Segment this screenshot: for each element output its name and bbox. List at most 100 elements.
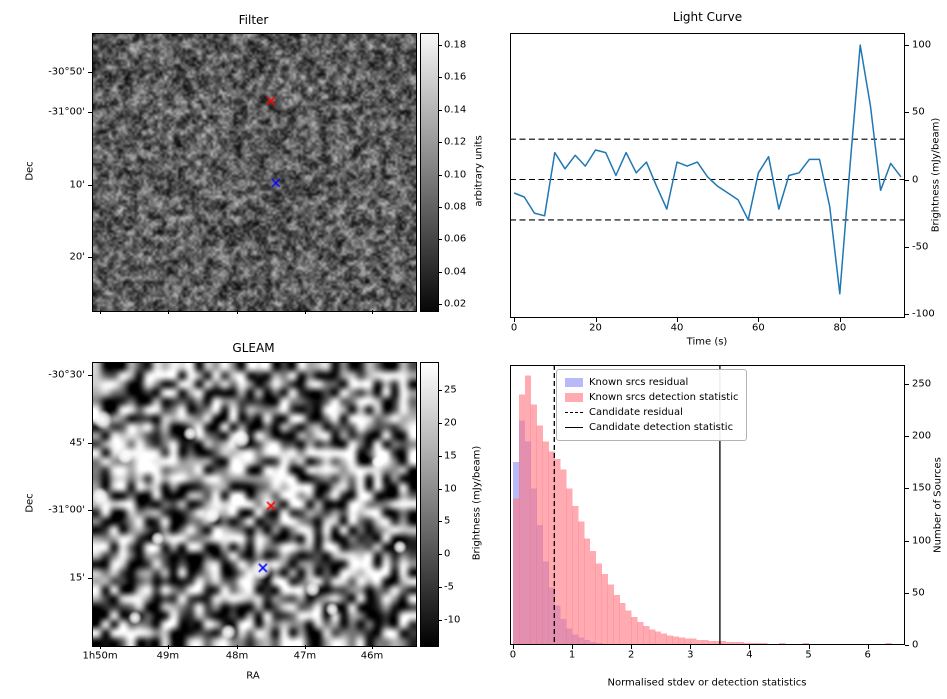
legend-item: Known srcs detection statistic [565, 391, 738, 404]
tick-mark [100, 310, 102, 314]
filter-cbtick-label: 0.10 [444, 169, 467, 181]
tick-mark [512, 645, 514, 649]
light-curve-plot [510, 33, 905, 318]
gleam-cbtick-label: 25 [444, 384, 457, 396]
filter-ytick-label: -30°50' [48, 66, 85, 78]
hist-ytick-label: 250 [912, 378, 932, 390]
histogram-ylabel: Number of Sources [932, 457, 944, 553]
hist-xtick-label: 5 [805, 649, 812, 661]
tick-mark [438, 304, 442, 306]
legend-item: Candidate detection statistic [565, 421, 738, 434]
tick-mark [438, 521, 442, 523]
lc-ytick-label: 0 [912, 174, 919, 186]
tick-mark [88, 111, 92, 113]
gleam-xlabel: RA [246, 670, 260, 682]
light-curve-ylabel: Brightness (mJy/beam) [930, 117, 942, 233]
hist-ytick-label: 50 [912, 587, 925, 599]
tick-mark [867, 645, 869, 649]
tick-mark [905, 45, 909, 47]
tick-mark [572, 645, 574, 649]
gleam-ytick-label: -31°00' [48, 504, 85, 516]
gleam-cbtick-label: 20 [444, 417, 457, 429]
gleam-xtick-label: 48m [225, 650, 249, 662]
gleam-cbtick-label: -10 [444, 614, 461, 626]
tick-mark [438, 109, 442, 111]
hist-ytick-label: 200 [912, 430, 932, 442]
tick-mark [514, 318, 516, 322]
tick-mark [905, 179, 909, 181]
tick-mark [438, 488, 442, 490]
legend-label: Known srcs residual [589, 377, 689, 388]
lc-xtick-label: 80 [833, 322, 847, 334]
tick-mark [676, 318, 678, 322]
tick-mark [304, 310, 306, 314]
tick-mark [88, 510, 92, 511]
gleam-ylabel: Dec [24, 493, 36, 513]
legend-label: Candidate detection statistic [589, 422, 734, 433]
filter-cbtick-label: 0.12 [444, 136, 467, 148]
tick-mark [438, 586, 442, 588]
legend-line-swatch [565, 412, 583, 413]
lc-xtick-label: 20 [589, 322, 602, 334]
filter-cbtick-label: 0.16 [444, 71, 467, 83]
filter-colorbar [420, 33, 439, 312]
filter-cbtick-label: 0.06 [444, 233, 467, 245]
legend: Known srcs residual Known srcs detection … [556, 369, 748, 441]
hist-xtick-label: 6 [864, 649, 871, 661]
hist-ytick-label: 100 [912, 535, 932, 547]
gleam-cbtick-label: 5 [444, 515, 451, 527]
tick-mark [808, 645, 810, 649]
tick-mark [88, 256, 92, 258]
hist-xtick-label: 2 [628, 649, 635, 661]
gleam-xtick-label: 1h50m [82, 650, 118, 662]
tick-mark [758, 318, 760, 322]
gleam-cbtick-label: 10 [444, 483, 457, 494]
legend-patch-swatch [565, 393, 583, 402]
tick-mark [905, 645, 909, 646]
filter-cbtick-label: 0.14 [444, 104, 467, 116]
filter-colorbar-label: arbitrary units [473, 135, 485, 207]
gleam-xtick-label: 46m [360, 650, 384, 662]
filter-cbtick-label: 0.04 [444, 266, 467, 278]
hist-xtick-label: 4 [746, 649, 753, 661]
gleam-image [92, 362, 417, 647]
axes-frame [510, 365, 905, 645]
tick-mark [905, 112, 909, 114]
tick-mark [88, 577, 92, 579]
tick-mark [372, 645, 374, 649]
histogram-xlabel: Normalised stdev or detection statistics [607, 677, 807, 689]
legend-item: Known srcs residual [565, 376, 738, 389]
hist-xtick-label: 3 [687, 649, 694, 661]
filter-title: Filter [238, 13, 269, 27]
tick-mark [905, 436, 909, 438]
legend-line-swatch [565, 427, 583, 428]
tick-mark [905, 246, 909, 248]
axes-frame [510, 33, 905, 318]
tick-mark [905, 313, 909, 315]
legend-label: Known srcs detection statistic [589, 392, 739, 403]
gleam-ytick-label: 45' [69, 437, 85, 449]
tick-mark [438, 174, 442, 176]
tick-mark [237, 310, 239, 314]
hist-ytick-label: 150 [912, 482, 932, 494]
tick-mark [88, 72, 92, 74]
tick-mark [88, 442, 92, 444]
tick-mark [88, 375, 92, 377]
tick-mark [690, 645, 692, 649]
legend-patch-swatch [565, 378, 583, 387]
tick-mark [438, 239, 442, 241]
gleam-cbtick-label: 15 [444, 450, 457, 462]
lc-xtick-label: 0 [510, 322, 518, 334]
gleam-ytick-label: 15' [69, 572, 85, 584]
tick-mark [438, 554, 442, 556]
tick-mark [839, 318, 841, 322]
gleam-title: GLEAM [232, 341, 275, 355]
tick-mark [167, 310, 169, 314]
filter-ytick-label: 20' [69, 251, 85, 263]
legend-item: Candidate residual [565, 406, 738, 419]
filter-cbtick-label: 0.08 [444, 201, 467, 213]
hist-ytick-label: 0 [912, 639, 919, 651]
gleam-ytick-label: -30°30' [48, 369, 85, 381]
tick-mark [237, 645, 239, 649]
